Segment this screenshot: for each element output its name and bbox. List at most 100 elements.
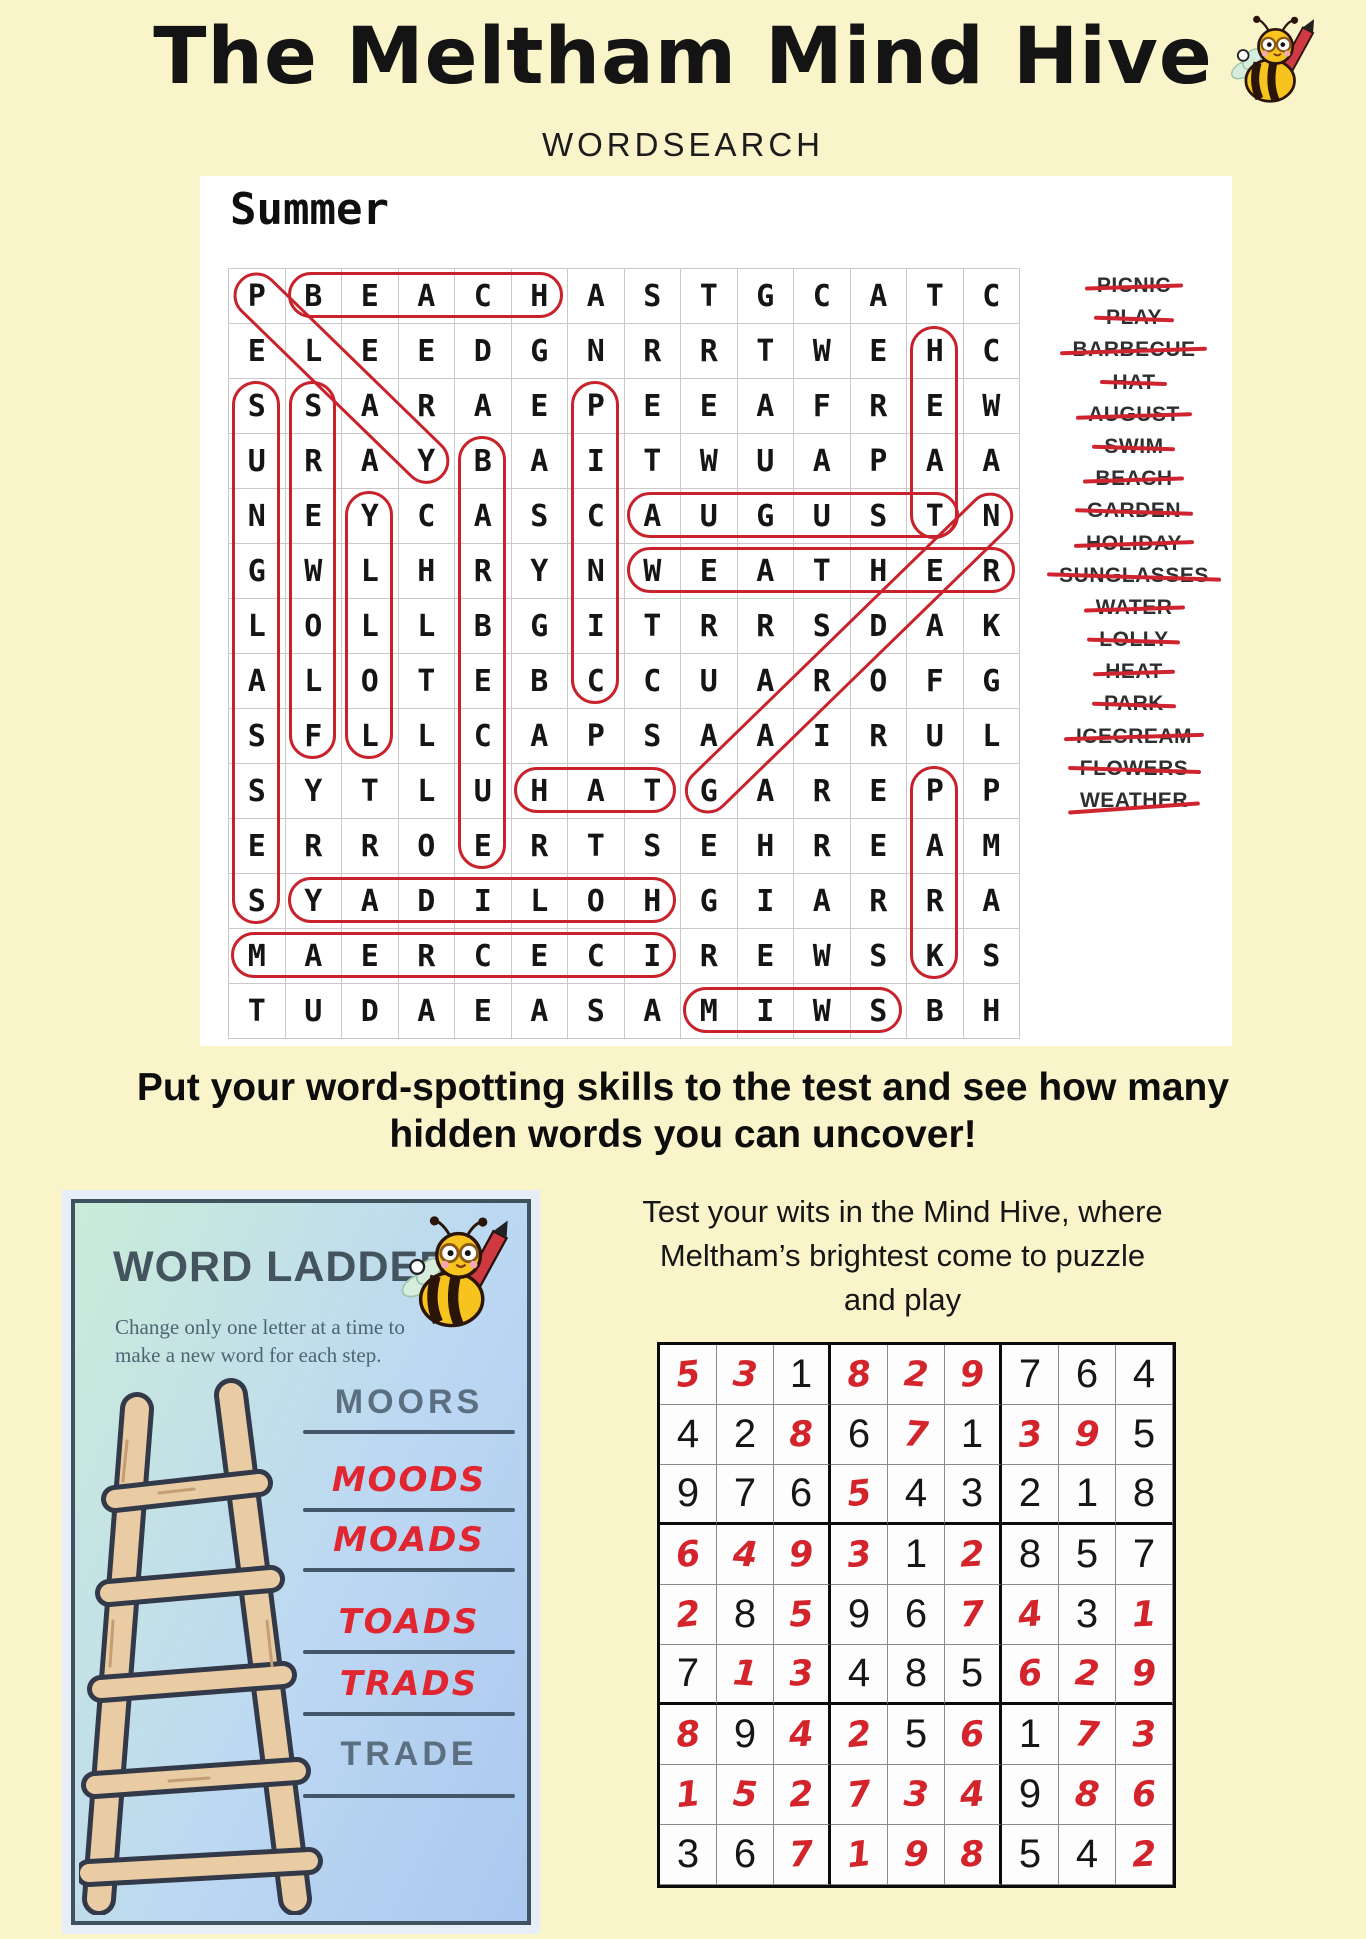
word-ladder-title: WORD LADDER [113,1243,452,1291]
grid-cell: W [624,544,681,599]
grid-cell: N [568,324,625,379]
strike-line [1063,733,1205,742]
ladder-step-word: TOADS [338,1602,480,1642]
sudoku-cell: 7 [660,1645,717,1705]
sudoku-cell: 8 [774,1405,831,1465]
grid-cell: A [963,874,1020,929]
sudoku-cell: 2 [1116,1825,1173,1885]
word-label: SUNGLASSES [1047,560,1221,592]
grid-cell: K [907,929,964,984]
grid-cell: A [794,434,851,489]
word-list-item: GARDEN [1032,495,1236,527]
tagline-text: Test your wits in the Mind Hive, where M… [545,1190,1260,1322]
grid-cell: E [455,984,512,1039]
grid-cell: A [511,709,568,764]
grid-cell: W [794,929,851,984]
sudoku-cell: 1 [717,1645,774,1705]
grid-cell: T [907,269,964,324]
grid-cell: A [963,434,1020,489]
grid-cell: A [455,379,512,434]
grid-cell: C [963,269,1020,324]
strike-line [1060,346,1208,356]
sudoku-cell: 4 [717,1525,774,1585]
ladder-illustration [79,1378,323,1915]
grid-cell: R [963,544,1020,599]
grid-cell: M [963,819,1020,874]
grid-cell: A [511,434,568,489]
step-line [303,1508,515,1512]
grid-cell: E [850,324,907,379]
grid-cell: R [285,819,342,874]
sudoku-cell: 4 [831,1645,888,1705]
grid-cell: A [511,984,568,1039]
strike-line [1083,605,1185,613]
grid-cell: W [794,324,851,379]
grid-cell: E [624,379,681,434]
grid-cell: R [398,379,455,434]
sudoku-cell: 6 [774,1465,831,1525]
sudoku-cell: 2 [1002,1465,1059,1525]
sudoku-cell: 8 [1116,1465,1173,1525]
sudoku-cell: 4 [1059,1825,1116,1885]
sudoku-cell: 6 [1002,1645,1059,1705]
grid-cell: L [398,764,455,819]
grid-cell: L [285,654,342,709]
grid-cell: D [342,984,399,1039]
word-label: WEATHER [1067,785,1201,817]
grid-cell: Y [285,764,342,819]
sudoku-cell: 5 [1059,1525,1116,1585]
grid-cell: E [681,819,738,874]
strike-line [1074,508,1194,516]
prompt-line-2: hidden words you can uncover! [389,1113,977,1156]
grid-cell: T [624,764,681,819]
grid-cell: B [285,269,342,324]
page-title: The Meltham Mind Hive [153,12,1213,102]
grid-cell: A [737,544,794,599]
grid-cell: R [794,819,851,874]
grid-cell: S [285,379,342,434]
word-list-item: HOLIDAY [1032,528,1236,560]
word-list-item: HAT [1032,367,1236,399]
grid-cell: U [907,709,964,764]
sudoku-cell: 8 [717,1585,774,1645]
grid-cell: A [229,654,286,709]
sudoku-cell: 4 [888,1465,945,1525]
grid-cell: D [455,324,512,379]
grid-cell: B [455,434,512,489]
step-line [303,1568,515,1572]
sudoku-cell: 2 [831,1705,888,1765]
grid-cell: R [737,599,794,654]
grid-cell: L [342,709,399,764]
grid-cell: Y [342,489,399,544]
grid-cell: L [342,544,399,599]
word-label: LOLLY [1087,624,1181,656]
grid-cell: A [342,874,399,929]
grid-cell: A [737,379,794,434]
word-label: PICNIC [1084,270,1184,302]
sudoku-cell: 3 [717,1345,774,1405]
word-label: SWIM [1092,431,1176,463]
word-label: PLAY [1093,302,1175,334]
sudoku-cell: 9 [717,1705,774,1765]
grid-cell: R [681,599,738,654]
grid-cell: W [794,984,851,1039]
sudoku-cell: 7 [831,1765,888,1825]
grid-cell: T [398,654,455,709]
grid-cell: D [850,599,907,654]
sudoku-cell: 6 [1059,1345,1116,1405]
grid-cell: E [342,269,399,324]
grid-cell: C [455,929,512,984]
sudoku-cell: 2 [717,1405,774,1465]
sudoku-cell: 1 [1059,1465,1116,1525]
grid-cell: O [568,874,625,929]
sudoku-cell: 6 [831,1405,888,1465]
word-list-item: ICECREAM [1032,721,1236,753]
page-subtitle: WORDSEARCH [541,126,824,163]
sudoku-cell: 9 [1059,1405,1116,1465]
grid-cell: E [285,489,342,544]
sudoku-cell: 8 [888,1645,945,1705]
sudoku-cell: 9 [660,1465,717,1525]
grid-cell: F [794,379,851,434]
grid-cell: S [568,984,625,1039]
